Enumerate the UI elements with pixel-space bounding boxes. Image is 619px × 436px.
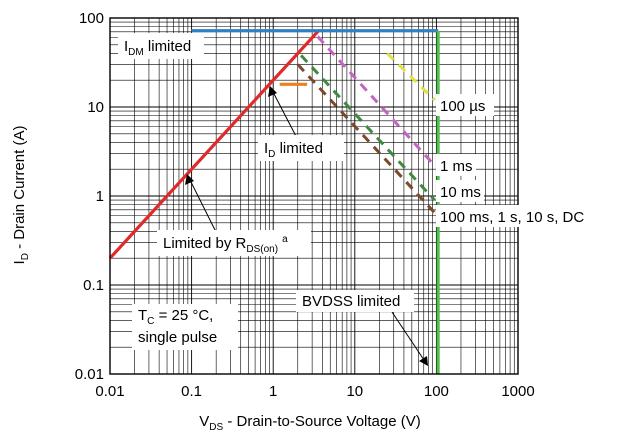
tick-labels: 0.01 0.1 1 10 100 1000 100 10 1 0.1 0.01 bbox=[75, 10, 535, 400]
x-tick-label: 1 bbox=[269, 383, 277, 400]
tc-label: TC = 25 °C, bbox=[138, 307, 213, 327]
ms1-label-box bbox=[436, 154, 476, 176]
id-arrow bbox=[272, 91, 299, 141]
id-arrow-head bbox=[268, 86, 277, 97]
tc-label-box bbox=[132, 304, 238, 350]
rds-label: Limited by RDS(on)a bbox=[163, 234, 288, 255]
us100-label: 100 µs bbox=[440, 98, 485, 115]
ms1-label: 1 ms bbox=[440, 158, 473, 175]
series-line-0 bbox=[108, 29, 320, 260]
us100-label-box bbox=[436, 94, 494, 116]
series-line-5 bbox=[316, 35, 436, 167]
bvdss-label-box bbox=[296, 290, 414, 312]
bvdss-arrow bbox=[391, 311, 425, 361]
plot-frame bbox=[109, 17, 519, 375]
rds-label-box bbox=[157, 230, 311, 256]
x-tick-label: 0.01 bbox=[95, 383, 124, 400]
tc-label-line2: single pulse bbox=[138, 329, 217, 346]
id-label-box bbox=[258, 135, 344, 161]
id-label: ID limited bbox=[264, 140, 323, 160]
bvdss-label: BVDSS limited bbox=[302, 293, 400, 310]
idm-label: IDM limited bbox=[124, 38, 191, 58]
annotations: IDM limited ID limited Limited by RDS(on… bbox=[118, 33, 598, 366]
y-tick-label: 0.1 bbox=[83, 277, 104, 294]
x-tick-label: 0.1 bbox=[181, 383, 202, 400]
x-axis-title: VDS - Drain-to-Source Voltage (V) bbox=[199, 413, 421, 433]
x-tick-label: 10 bbox=[346, 383, 363, 400]
series-group bbox=[108, 29, 440, 374]
x-tick-label: 1000 bbox=[501, 383, 534, 400]
idm-label-box bbox=[118, 33, 204, 59]
bvdss-arrow-head bbox=[419, 356, 428, 366]
ms10-label-box bbox=[436, 180, 484, 202]
ms10-label: 10 ms bbox=[440, 184, 481, 201]
y-axis-title: ID - Drain Current (A) bbox=[11, 126, 31, 265]
series-line-4 bbox=[386, 52, 436, 102]
y-tick-label: 0.01 bbox=[75, 366, 104, 383]
rds-arrow bbox=[189, 179, 217, 233]
series-line-6 bbox=[299, 54, 436, 202]
y-tick-label: 100 bbox=[79, 10, 104, 27]
grid bbox=[110, 18, 518, 374]
rds-arrow-head bbox=[185, 174, 194, 185]
ms100-label: 100 ms, 1 s, 10 s, DC bbox=[440, 209, 584, 226]
ms100-label-box bbox=[436, 205, 598, 227]
y-tick-label: 1 bbox=[96, 188, 104, 205]
x-tick-label: 100 bbox=[424, 383, 449, 400]
y-tick-label: 10 bbox=[87, 99, 104, 116]
series-line-7 bbox=[296, 63, 436, 214]
